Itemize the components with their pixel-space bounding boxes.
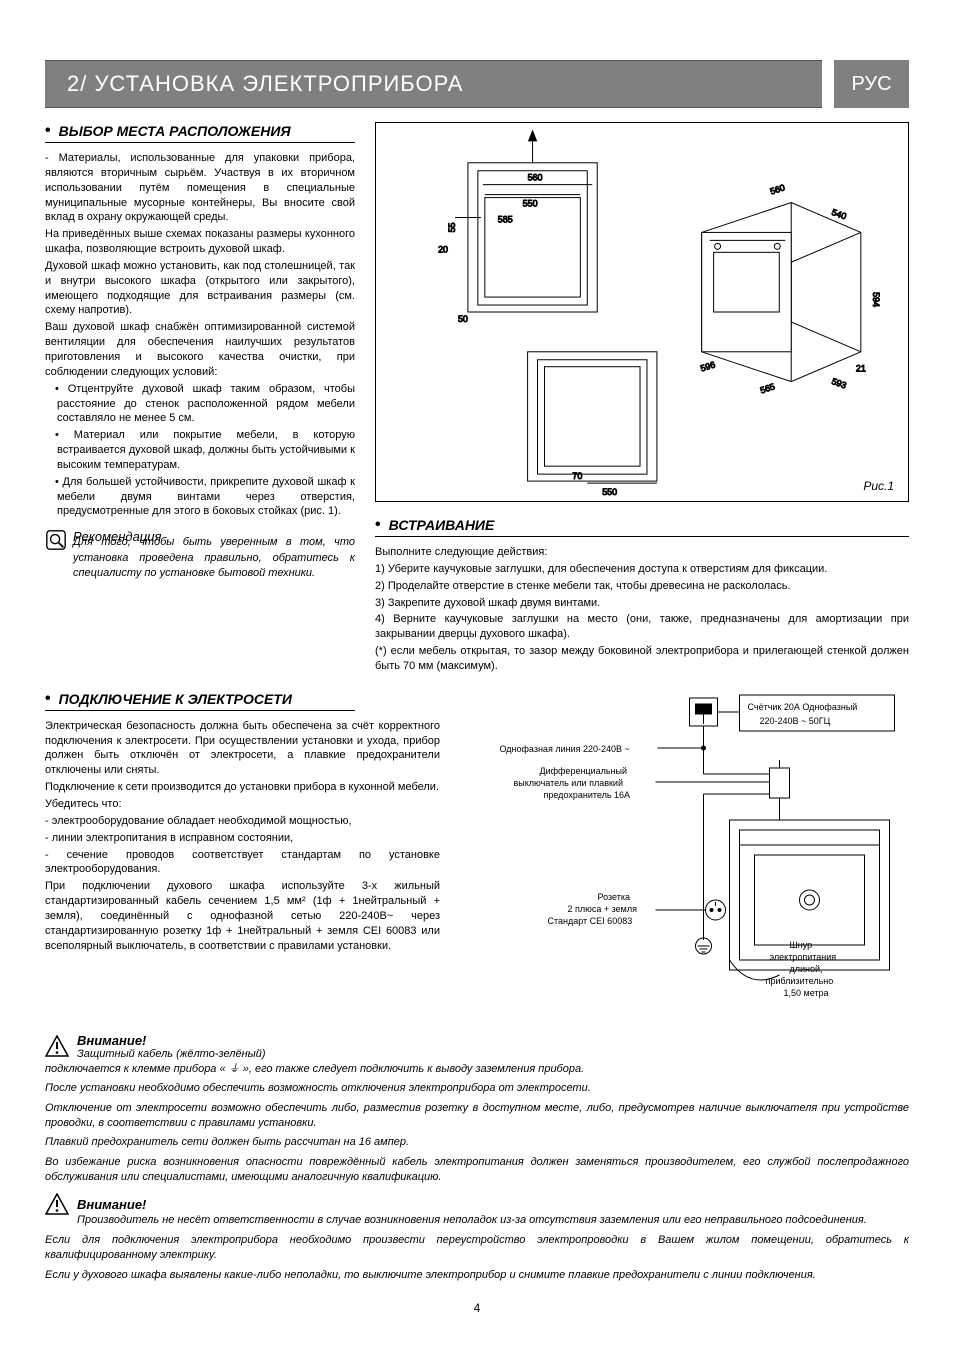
magnifier-icon: [45, 529, 67, 551]
builtin-s3: 3) Закрепите духовой шкаф двумя винтами.: [375, 596, 909, 611]
warning-icon: [45, 1193, 69, 1215]
section-elec-heading: ПОДКЛЮЧЕНИЕ К ЭЛЕКТРОСЕТИ: [45, 690, 355, 711]
builtin-intro: Выполните следующие действия:: [375, 545, 909, 560]
svg-text:594: 594: [871, 292, 881, 307]
svg-text:выключатель или плавкий: выключатель или плавкий: [514, 778, 623, 788]
header-title: 2/ УСТАНОВКА ЭЛЕКТРОПРИБОРА: [45, 60, 822, 108]
elec-li3: - сечение проводов соответствует стандар…: [45, 848, 440, 878]
svg-text:220-240В ~ 50ГЦ: 220-240В ~ 50ГЦ: [760, 716, 831, 726]
warning-1-title: Внимание!: [77, 1033, 266, 1048]
warning-2: Внимание!: [45, 1193, 909, 1215]
w1-p5: Во избежание риска возникновения опаснос…: [45, 1155, 909, 1186]
figure-1-svg: 560 550 585 20 55 50 70 550: [376, 123, 908, 501]
svg-text:50: 50: [458, 314, 468, 324]
svg-text:593: 593: [830, 376, 847, 391]
svg-text:приблизительно: приблизительно: [766, 976, 834, 986]
warning-icon: [45, 1035, 69, 1057]
svg-text:596: 596: [699, 359, 716, 373]
svg-text:21: 21: [856, 364, 866, 374]
svg-text:длиной,: длиной,: [790, 964, 823, 974]
svg-text:электропитания: электропитания: [770, 952, 837, 962]
warning-2-title: Внимание!: [77, 1197, 146, 1212]
page-header: 2/ УСТАНОВКА ЭЛЕКТРОПРИБОРА РУС: [45, 60, 909, 108]
w2-p3: Если у духового шкафа выявлены какие-либ…: [45, 1268, 909, 1283]
warning-1-sub: Защитный кабель (жёлто-зелёный): [77, 1048, 266, 1060]
svg-text:20: 20: [438, 244, 448, 254]
elec-p4: При подключении духового шкафа используй…: [45, 879, 440, 953]
svg-text:585: 585: [498, 214, 513, 224]
svg-text:560: 560: [769, 182, 786, 196]
svg-text:550: 550: [523, 199, 538, 209]
figure-1: 560 550 585 20 55 50 70 550: [375, 122, 909, 502]
svg-text:Шнур: Шнур: [790, 940, 813, 950]
loc-b1: • Отцентруйте духовой шкаф таким образом…: [45, 382, 355, 427]
loc-p4: Ваш духовой шкаф снабжён оптимизированно…: [45, 320, 355, 379]
electrical-diagram: Счётчик 20А Однофазный 220-240В ~ 50ГЦ О…: [460, 690, 909, 1020]
elec-li1: - электрооборудование обладает необходим…: [45, 814, 440, 829]
loc-b2: • Материал или покрытие мебели, в котору…: [45, 428, 355, 473]
section-location-heading: ВЫБОР МЕСТА РАСПОЛОЖЕНИЯ: [45, 122, 355, 143]
loc-p1: - Материалы, использованные для упаковки…: [45, 151, 355, 225]
svg-text:70: 70: [572, 471, 582, 481]
svg-text:Счётчик 20А Однофазный: Счётчик 20А Однофазный: [748, 702, 858, 712]
svg-text:Стандарт CEI 60083: Стандарт CEI 60083: [548, 916, 633, 926]
w2-p2: Если для подключения электроприбора необ…: [45, 1233, 909, 1264]
elec-li2: - линии электропитания в исправном состо…: [45, 831, 440, 846]
loc-p3: Духовой шкаф можно установить, как под с…: [45, 259, 355, 318]
builtin-s2: 2) Проделайте отверстие в стенке мебели …: [375, 579, 909, 594]
svg-text:Розетка: Розетка: [598, 892, 631, 902]
svg-text:55: 55: [447, 222, 457, 232]
svg-text:Дифференциальный: Дифференциальный: [540, 766, 628, 776]
w1-p3: Отключение от электросети возможно обесп…: [45, 1101, 909, 1132]
loc-b3: • Для большей устойчивости, прикрепите д…: [45, 475, 355, 520]
header-lang: РУС: [834, 60, 909, 108]
svg-text:предохранитель 16А: предохранитель 16А: [544, 790, 631, 800]
svg-text:565: 565: [759, 381, 776, 395]
builtin-s4: 4) Верните каучуковые заглушки на место …: [375, 612, 909, 642]
w1-p4: Плавкий предохранитель сети должен быть …: [45, 1135, 909, 1150]
svg-text:550: 550: [602, 487, 617, 497]
w1-p1: подключается к клемме прибора « ⏚ », его…: [45, 1062, 909, 1077]
svg-text:540: 540: [830, 207, 847, 222]
svg-text:2 плюса + земля: 2 плюса + земля: [568, 904, 638, 914]
recommendation-text: Для того, чтобы быть уверенным в том, чт…: [45, 535, 355, 581]
elec-p2: Подключение к сети производится до устан…: [45, 780, 440, 795]
w1-p2: После установки необходимо обеспечить во…: [45, 1081, 909, 1096]
svg-text:1,50 метра: 1,50 метра: [784, 988, 829, 998]
page-number: 4: [45, 1301, 909, 1315]
section-builtin-heading: ВСТРАИВАНИЕ: [375, 516, 909, 537]
elec-p1: Электрическая безопасность должна быть о…: [45, 719, 440, 778]
figure-1-label: Рис.1: [863, 479, 894, 493]
builtin-s1: 1) Уберите каучуковые заглушки, для обес…: [375, 562, 909, 577]
elec-p3: Убедитесь что:: [45, 797, 440, 812]
w2-p1: Производитель не несёт ответственности в…: [45, 1213, 909, 1228]
svg-text:Однофазная линия 220-240В ~: Однофазная линия 220-240В ~: [500, 744, 630, 754]
warning-1: Внимание! Защитный кабель (жёлто-зелёный…: [45, 1033, 909, 1060]
loc-p2: На приведённых выше схемах показаны разм…: [45, 227, 355, 257]
svg-text:560: 560: [528, 173, 543, 183]
builtin-note: (*) если мебель открытая, то зазор между…: [375, 644, 909, 674]
